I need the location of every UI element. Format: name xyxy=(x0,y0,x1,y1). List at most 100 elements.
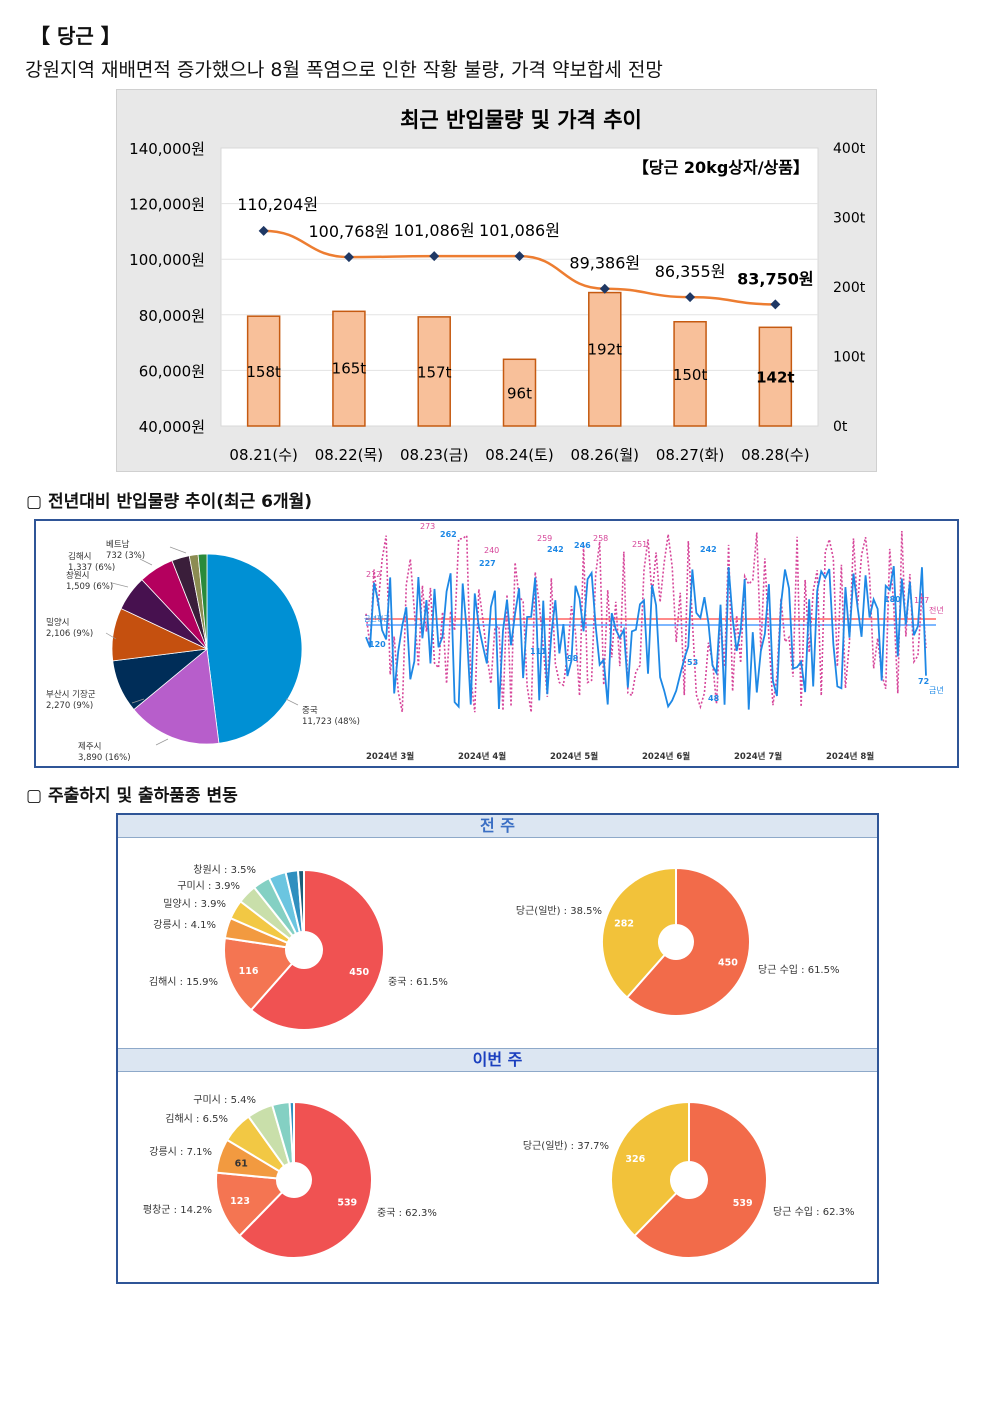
chart-title: 최근 반입물량 및 가격 추이 xyxy=(400,108,642,132)
pie-leader xyxy=(169,546,187,554)
peak-label-prev: 212 xyxy=(366,570,381,579)
price-marker xyxy=(343,252,354,263)
peak-label-curr: 111 xyxy=(530,647,547,656)
pie-label-name: 창원시 xyxy=(66,571,89,581)
peak-label-curr: 242 xyxy=(547,545,564,554)
donut-label: 강릉시 : 7.1% xyxy=(149,1146,212,1158)
x-tick: 08.28(수) xyxy=(741,446,809,464)
peak-label-curr: 53 xyxy=(687,658,698,667)
peak-label-curr: 72 xyxy=(918,677,929,686)
bar xyxy=(502,358,537,427)
pie-label-value: 1,509 (6%) xyxy=(66,582,113,592)
right-tick: 0t xyxy=(833,419,848,435)
x-tick: 08.24(토) xyxy=(485,446,553,464)
donut-slice xyxy=(215,1171,284,1238)
peak-label-prev: 177 xyxy=(914,596,929,605)
price-label: 89,386원 xyxy=(569,254,640,273)
bar-label: 158t xyxy=(246,363,281,381)
pie-leader xyxy=(105,632,117,640)
pie-label-name: 베트남 xyxy=(106,540,130,550)
legend-curr: 금년 xyxy=(929,685,944,695)
donut-label: 중국 : 62.3% xyxy=(377,1207,437,1219)
donut-slice xyxy=(249,868,385,1031)
price-marker xyxy=(599,283,610,294)
bar xyxy=(417,316,451,427)
donut-label: 당근 수입 : 61.5% xyxy=(758,963,839,976)
x-tick: 08.22(목) xyxy=(315,446,383,464)
donut-label: 당근(일반) : 37.7% xyxy=(523,1140,609,1152)
donut-inner-label: 539 xyxy=(733,1198,753,1209)
price-label: 83,750원 xyxy=(737,269,813,288)
x-tick: 2024년 7월 xyxy=(734,751,782,762)
pie-label-name: 제주시 xyxy=(78,742,101,752)
avg-label: 금년평균 xyxy=(364,614,390,623)
donut-label: 구미시 : 3.9% xyxy=(177,880,240,892)
donut-inner-label: 282 xyxy=(614,918,634,929)
pie-leader xyxy=(111,582,129,588)
bar-label: 142t xyxy=(756,369,794,387)
donut-label: 창원시 : 3.5% xyxy=(193,864,256,876)
bar-label: 157t xyxy=(417,363,452,381)
pie-slice xyxy=(206,553,303,744)
right-tick: 400t xyxy=(833,141,866,157)
peak-label-prev: 259 xyxy=(537,534,552,543)
pie-slice xyxy=(197,553,208,650)
price-marker xyxy=(685,292,696,303)
peak-label-curr: 242 xyxy=(700,545,717,554)
donut-label: 김해시 : 6.5% xyxy=(165,1112,228,1125)
left-tick: 100,000원 xyxy=(129,251,205,269)
donut-label: 당근(일반) : 38.5% xyxy=(516,905,602,917)
donut-slice xyxy=(633,1100,768,1259)
left-tick: 40,000원 xyxy=(139,418,205,436)
chart-annotation: 【당근 20kg상자/상품】 xyxy=(633,158,809,177)
donut-inner-label: 450 xyxy=(349,967,369,978)
price-volume-svg: 최근 반입물량 및 가격 추이 【당근 20kg상자/상품】 140,000원 120… xyxy=(129,108,866,464)
peak-label-prev: 273 xyxy=(420,522,435,531)
peak-label-curr: 48 xyxy=(708,694,720,703)
peak-label-curr: 98 xyxy=(567,654,579,663)
price-label: 110,204원 xyxy=(237,195,318,214)
origin-box: 전 주 이번 주 450 116 중국 : 61.5% 김해시 : 15.9% 강릉시 … xyxy=(116,813,879,1284)
peak-label-curr: 262 xyxy=(440,530,457,539)
peak-label-curr: 227 xyxy=(479,559,496,568)
bar xyxy=(332,310,366,427)
section-origin-heading: ▢ 주출하지 및 출하품종 변동 xyxy=(26,786,238,806)
right-tick: 300t xyxy=(833,211,866,227)
series-prev-line xyxy=(365,530,927,713)
peak-label-curr: 246 xyxy=(574,541,591,550)
origin-svg: 450 116 중국 : 61.5% 김해시 : 15.9% 강릉시 : 4.1% 밀양시… xyxy=(143,864,854,1259)
pie-leader xyxy=(285,698,299,706)
donut-inner-label: 61 xyxy=(235,1159,248,1170)
donut-label: 당근 수입 : 62.3% xyxy=(773,1205,854,1218)
peak-label-prev: 258 xyxy=(593,534,608,543)
price-marker xyxy=(514,251,525,262)
pie-label-value: 2,270 (9%) xyxy=(46,701,93,711)
bar xyxy=(758,326,793,427)
donut-inner-label: 326 xyxy=(625,1154,645,1165)
x-tick: 2024년 5월 xyxy=(550,751,598,762)
donut-slice xyxy=(601,866,677,999)
left-tick: 60,000원 xyxy=(139,362,205,380)
pie-leader xyxy=(155,738,169,746)
pie-label-value: 2,106 (9%) xyxy=(46,629,93,639)
x-tick: 08.27(화) xyxy=(656,446,724,464)
x-tick: 08.26(월) xyxy=(571,446,639,464)
left-tick: 120,000원 xyxy=(129,196,205,214)
donut-slice xyxy=(610,1100,690,1238)
legend-prev: 전년 xyxy=(929,605,944,615)
donut-label: 강릉시 : 4.1% xyxy=(153,919,216,931)
bar xyxy=(673,321,707,427)
donut-slice xyxy=(296,868,305,934)
donut-slice xyxy=(223,936,294,1012)
right-tick: 200t xyxy=(833,280,866,296)
donut-slice xyxy=(288,1100,295,1165)
donut-label: 김해시 : 15.9% xyxy=(149,975,218,988)
donut-inner-label: 116 xyxy=(239,966,259,977)
donut-label: 구미시 : 5.4% xyxy=(193,1094,256,1106)
bar-label: 150t xyxy=(673,366,708,384)
price-label: 101,086원 xyxy=(479,221,560,240)
yoy-box: 중국 11,723 (48%) 제주시 3,890 (16%) 부산시 기장군 2,270… xyxy=(34,519,959,768)
x-tick: 2024년 8월 xyxy=(826,751,874,762)
pie-leader xyxy=(139,558,153,566)
donut-label: 평창군 : 14.2% xyxy=(143,1204,212,1216)
